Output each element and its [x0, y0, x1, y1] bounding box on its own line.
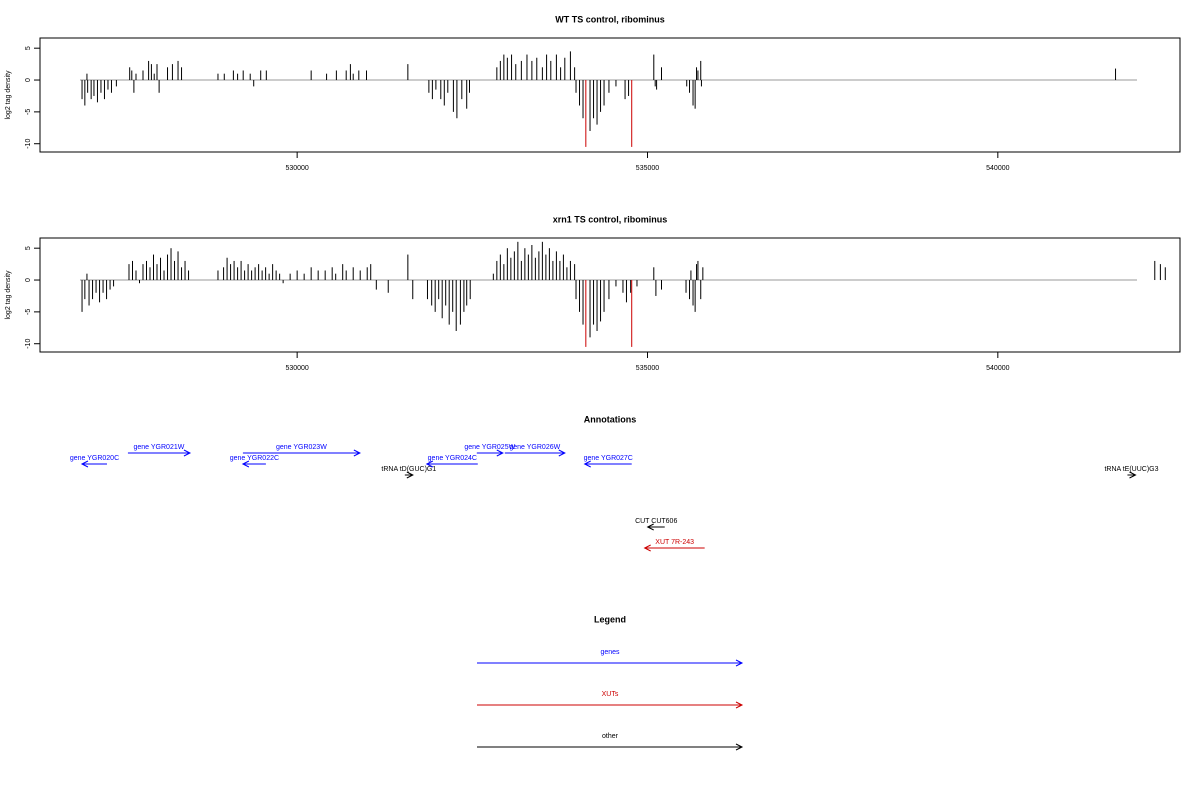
- x-tick-label: 535000: [636, 365, 659, 372]
- plot-frame: [39, 237, 1181, 353]
- y-tick-label: -5: [25, 109, 32, 115]
- x-tick-label: 535000: [636, 165, 659, 172]
- legend-label: XUTs: [602, 691, 619, 698]
- y-tick-label: 5: [25, 246, 32, 250]
- arrow-head: [1129, 471, 1137, 479]
- feature-label: gene YGR022C: [230, 455, 279, 462]
- feature-label: gene YGR023W: [276, 444, 327, 451]
- legend-label: other: [602, 733, 619, 740]
- feature-label: CUT CUT606: [635, 518, 677, 525]
- y-tick-label: -5: [25, 309, 32, 315]
- arrow-head: [735, 701, 744, 709]
- feature-label: XUT 7R-243: [655, 539, 694, 546]
- legend-label: genes: [600, 649, 620, 656]
- arrow-head: [735, 743, 744, 751]
- feature-label: tRNA tE(UUC)G3: [1104, 466, 1158, 473]
- arrow-head: [735, 659, 744, 667]
- panel-title: xrn1 TS control, ribominus: [553, 214, 668, 224]
- y-tick-label: 5: [25, 46, 32, 50]
- y-tick-label: 0: [25, 78, 32, 82]
- arrow-head: [183, 449, 192, 457]
- y-tick-label: -10: [25, 139, 32, 149]
- arrow-head: [583, 460, 591, 468]
- arrow-head: [425, 460, 434, 468]
- x-tick-label: 540000: [986, 165, 1009, 172]
- arrow-head: [353, 449, 361, 457]
- plot-frame: [39, 37, 1181, 153]
- x-tick-label: 530000: [285, 365, 308, 372]
- arrow-head: [241, 460, 250, 468]
- feature-label: gene YGR024C: [428, 455, 477, 462]
- y-tick-label: -10: [25, 339, 32, 349]
- x-tick-label: 530000: [285, 165, 308, 172]
- panel-title: WT TS control, ribominus: [555, 14, 665, 24]
- arrow-head: [558, 449, 566, 457]
- arrow-head: [643, 544, 651, 552]
- feature-label: gene YGR025W: [464, 444, 515, 451]
- arrow-head: [496, 449, 504, 457]
- x-tick-label: 540000: [986, 365, 1009, 372]
- arrow-head: [406, 471, 414, 479]
- feature-label: gene YGR020C: [70, 455, 119, 462]
- arrow-head: [646, 523, 654, 531]
- feature-label: tRNA tD(GUC)G1: [381, 466, 436, 473]
- legend-title: Legend: [594, 614, 626, 624]
- arrow-head: [80, 460, 89, 468]
- y-axis-label: log2 tag density: [5, 270, 12, 320]
- feature-label: gene YGR027C: [584, 455, 633, 462]
- feature-label: gene YGR026W: [509, 444, 560, 451]
- panel-title: Annotations: [584, 414, 637, 424]
- y-tick-label: 0: [25, 278, 32, 282]
- feature-label: gene YGR021W: [134, 444, 185, 451]
- y-axis-label: log2 tag density: [5, 70, 12, 120]
